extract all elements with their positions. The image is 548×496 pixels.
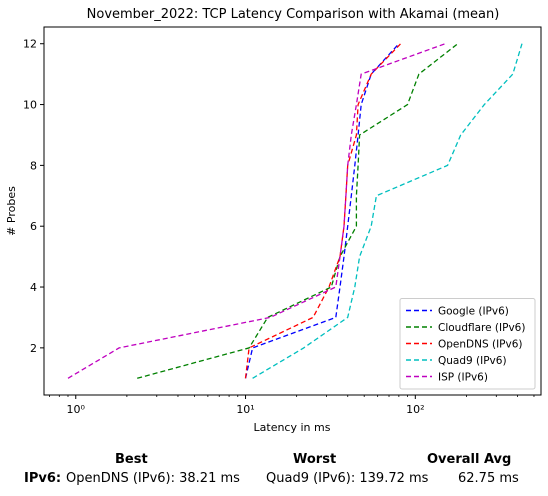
summary-worst-header: Worst [293,452,337,467]
legend: Google (IPv6) Cloudflare (IPv6) OpenDNS (I… [399,298,536,390]
summary-best-header: Best [115,452,148,467]
legend-entry: Quad9 (IPv6) [438,355,507,367]
series-line-quad9-ipv6 [252,43,523,379]
summary-worst-value: Quad9 (IPv6): 139.72 ms [266,471,429,486]
legend-entry: Cloudflare (IPv6) [438,322,525,334]
x-tick-label: 10¹ [236,403,254,416]
x-axis-label: Latency in ms [254,421,331,434]
y-tick-label: 10 [23,99,37,112]
y-tick-label: 4 [30,281,37,294]
chart-title: November_2022: TCP Latency Comparison wi… [87,7,500,22]
summary-row-label: IPv6: [24,471,62,486]
summary-avg-value: 62.75 ms [458,471,519,486]
y-tick-label: 2 [30,342,37,355]
y-tick-label: 6 [30,220,37,233]
x-tick-label: 10⁰ [67,403,86,416]
y-axis-label: # Probes [5,186,18,236]
series-line-cloudflare-ipv6 [137,43,459,379]
latency-chart: November_2022: TCP Latency Comparison wi… [5,7,542,434]
plot-area-frame [43,26,542,396]
legend-box [399,298,536,390]
summary-best-value: OpenDNS (IPv6): 38.21 ms [66,471,240,486]
series-line-opendns-ipv6 [244,43,402,379]
legend-entry: OpenDNS (IPv6) [438,339,523,351]
legend-entry: ISP (IPv6) [438,372,488,384]
summary-avg-header: Overall Avg [427,452,512,467]
series-line-google-ipv6 [244,43,400,379]
y-tick-label: 12 [23,38,37,51]
x-tick-label: 10² [406,403,424,416]
legend-entry: Google (IPv6) [438,306,509,318]
series-line-isp-ipv6 [67,43,446,379]
y-tick-label: 8 [30,159,37,172]
